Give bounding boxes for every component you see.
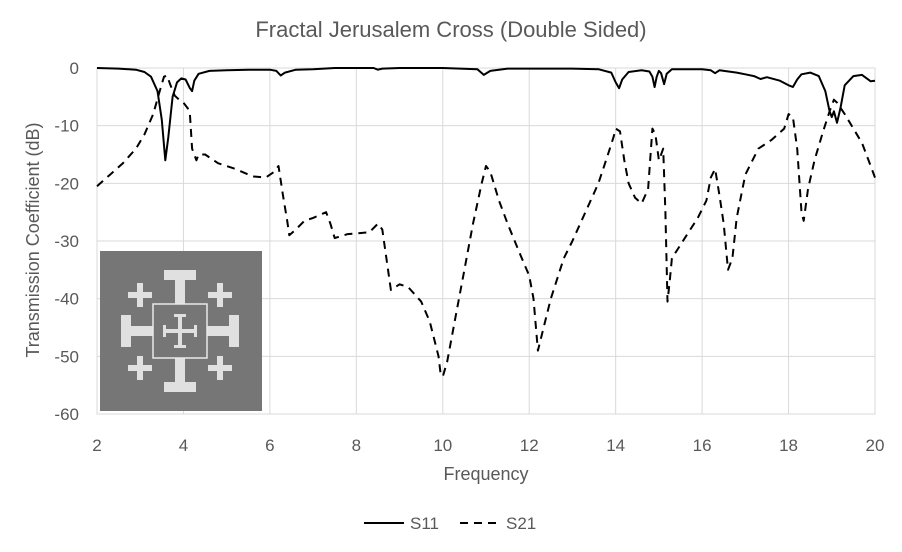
y-tick-label: -60 [54, 405, 79, 424]
inset-right-bar [229, 315, 239, 347]
x-tick-label: 10 [433, 436, 452, 455]
y-axis-title: Transmission Coefficient (dB) [23, 122, 43, 357]
y-tick-label: -10 [54, 117, 79, 136]
x-tick-labels: 2 4 6 8 10 12 14 16 18 20 [92, 436, 884, 455]
x-tick-label: 18 [779, 436, 798, 455]
x-tick-label: 8 [352, 436, 361, 455]
inset-small-left-bar [163, 325, 166, 337]
series-s11-line [96, 67, 876, 162]
y-tick-labels: 0 -10 -20 -30 -40 -50 -60 [54, 59, 79, 424]
inset-top-bar [164, 270, 196, 280]
chart-title: Fractal Jerusalem Cross (Double Sided) [255, 17, 646, 42]
jerusalem-cross-inset-image [100, 251, 262, 411]
y-tick-label: 0 [70, 59, 79, 78]
x-tick-label: 16 [693, 436, 712, 455]
x-tick-label: 6 [265, 436, 274, 455]
inset-cross-shapes [121, 270, 239, 392]
inset-small-right-bar [194, 325, 197, 337]
inset-small-bottom-bar [174, 345, 186, 348]
x-tick-label: 4 [179, 436, 188, 455]
x-tick-label: 20 [866, 436, 885, 455]
inset-corner-cross-h [208, 365, 232, 371]
x-tick-label: 12 [520, 436, 539, 455]
inset-corner-cross-h [208, 292, 232, 298]
y-tick-label: -50 [54, 347, 79, 366]
inset-small-top-bar [174, 314, 186, 317]
inset-corner-cross-h [128, 292, 152, 298]
x-tick-label: 2 [92, 436, 101, 455]
series-lines [96, 67, 876, 378]
inset-left-bar [121, 315, 131, 347]
inset-small-horizontal [164, 329, 196, 333]
legend-s21-label: S21 [506, 514, 536, 533]
y-tick-label: -20 [54, 174, 79, 193]
inset-corner-cross-h [128, 365, 152, 371]
x-tick-label: 14 [606, 436, 625, 455]
legend: S11 S21 [364, 514, 536, 533]
x-axis-title: Frequency [443, 464, 528, 484]
inset-bottom-bar [164, 382, 196, 392]
y-tick-label: -40 [54, 290, 79, 309]
y-tick-label: -30 [54, 232, 79, 251]
legend-s11-label: S11 [410, 514, 439, 533]
